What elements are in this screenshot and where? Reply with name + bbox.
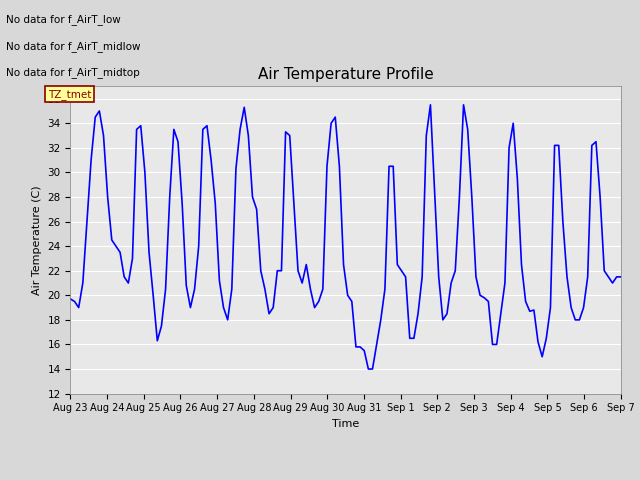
Title: Air Temperature Profile: Air Temperature Profile xyxy=(258,68,433,83)
Y-axis label: Air Temperature (C): Air Temperature (C) xyxy=(32,185,42,295)
Text: No data for f_AirT_low: No data for f_AirT_low xyxy=(6,14,121,25)
Text: No data for f_AirT_midtop: No data for f_AirT_midtop xyxy=(6,67,140,78)
X-axis label: Time: Time xyxy=(332,419,359,429)
Text: TZ_tmet: TZ_tmet xyxy=(48,89,92,100)
Text: No data for f_AirT_midlow: No data for f_AirT_midlow xyxy=(6,41,141,52)
